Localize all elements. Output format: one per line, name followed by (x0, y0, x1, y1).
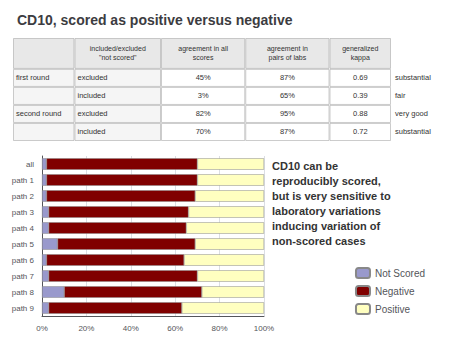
svg-text:first round: first round (16, 73, 49, 82)
svg-text:reproducibly scored,: reproducibly scored, (272, 175, 381, 187)
svg-text:87%: 87% (280, 127, 295, 136)
svg-text:included/excluded: included/excluded (90, 45, 146, 52)
svg-text:substantial: substantial (395, 127, 431, 136)
svg-text:non-scored cases: non-scored cases (272, 235, 366, 247)
svg-text:0.88: 0.88 (353, 109, 368, 118)
svg-text:path 8: path 8 (12, 288, 35, 297)
svg-text:path 9: path 9 (12, 304, 35, 313)
svg-text:100%: 100% (254, 324, 274, 333)
svg-text:generalized: generalized (342, 45, 378, 53)
svg-text:Negative: Negative (375, 286, 415, 297)
svg-text:70%: 70% (196, 127, 211, 136)
svg-text:0.39: 0.39 (353, 91, 368, 100)
svg-text:CD10 can be: CD10 can be (272, 160, 338, 172)
svg-text:"not scored": "not scored" (99, 54, 137, 61)
svg-text:20%: 20% (78, 324, 94, 333)
svg-text:kappa: kappa (351, 54, 370, 62)
svg-text:pairs of labs: pairs of labs (269, 54, 307, 62)
svg-text:path 3: path 3 (12, 208, 35, 217)
svg-text:path 2: path 2 (12, 192, 35, 201)
svg-text:agreement in all: agreement in all (178, 45, 228, 53)
svg-text:0.69: 0.69 (353, 73, 368, 82)
svg-text:80%: 80% (212, 324, 228, 333)
svg-text:agreement in: agreement in (267, 45, 308, 53)
svg-text:included: included (77, 127, 105, 136)
svg-text:laboratory variations: laboratory variations (272, 205, 381, 217)
svg-text:CD10, scored as positive versu: CD10, scored as positive versus negative (17, 12, 293, 28)
svg-text:60%: 60% (167, 324, 183, 333)
svg-text:65%: 65% (280, 91, 295, 100)
svg-text:excluded: excluded (77, 109, 107, 118)
svg-text:0%: 0% (36, 324, 48, 333)
svg-text:path 5: path 5 (12, 240, 35, 249)
svg-text:95%: 95% (280, 109, 295, 118)
svg-text:scores: scores (193, 54, 214, 61)
svg-text:87%: 87% (280, 73, 295, 82)
svg-text:excluded: excluded (77, 73, 107, 82)
svg-text:path 1: path 1 (12, 176, 35, 185)
svg-text:Not Scored: Not Scored (375, 268, 425, 279)
svg-text:path 7: path 7 (12, 272, 35, 281)
svg-text:included: included (77, 91, 105, 100)
svg-text:fair: fair (395, 91, 406, 100)
svg-text:inducing variation of: inducing variation of (272, 220, 381, 232)
svg-text:very good: very good (395, 109, 428, 118)
svg-text:Positive: Positive (375, 304, 410, 315)
svg-text:82%: 82% (196, 109, 211, 118)
svg-text:40%: 40% (123, 324, 139, 333)
svg-text:3%: 3% (198, 91, 209, 100)
svg-text:path 4: path 4 (12, 224, 35, 233)
svg-text:second round: second round (16, 109, 61, 118)
svg-text:45%: 45% (196, 73, 211, 82)
svg-text:but is very sensitive to: but is very sensitive to (272, 190, 391, 202)
svg-text:substantial: substantial (395, 73, 431, 82)
svg-text:0.72: 0.72 (353, 127, 368, 136)
svg-text:all: all (26, 160, 34, 169)
svg-text:path 6: path 6 (12, 256, 35, 265)
